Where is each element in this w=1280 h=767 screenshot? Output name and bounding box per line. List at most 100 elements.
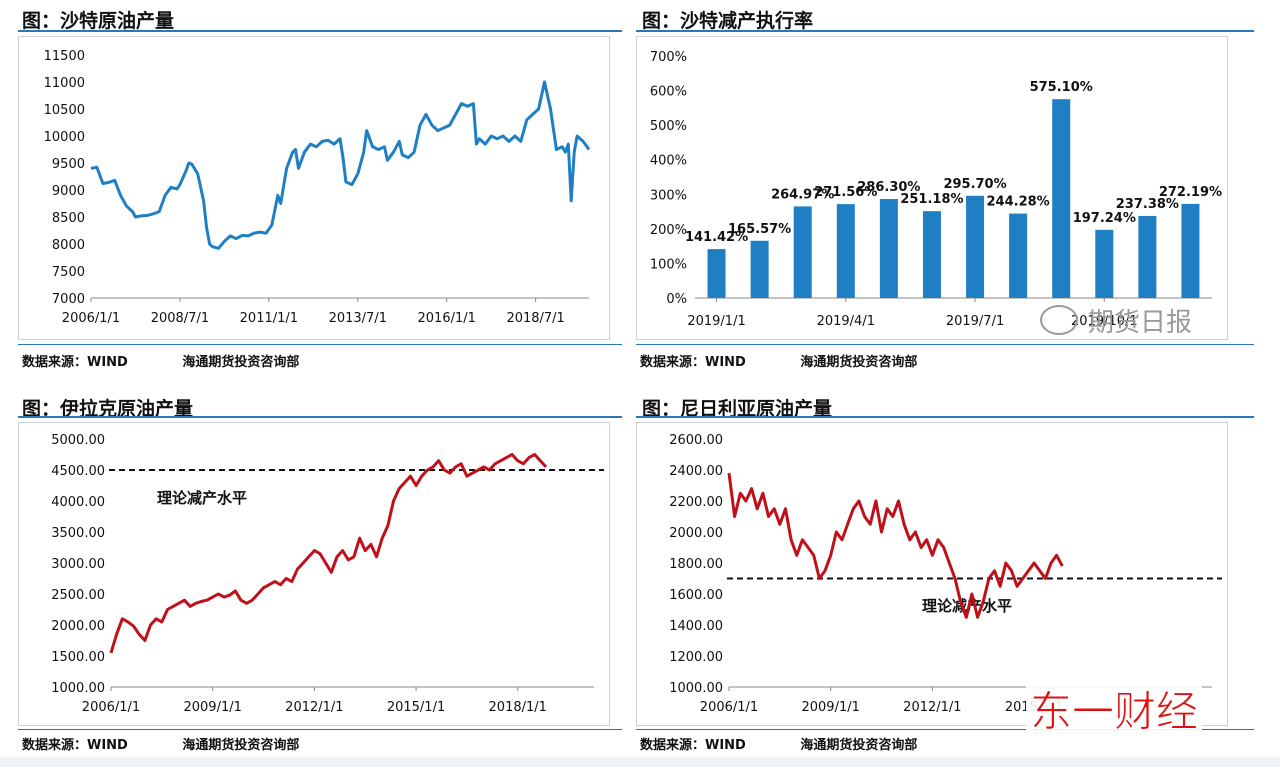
y-tick-label: 600% — [650, 85, 687, 100]
y-tick-label: 2000.00 — [51, 619, 105, 634]
nigeria-production-source-rule — [636, 729, 1254, 730]
y-tick-label: 2400.00 — [669, 464, 723, 479]
x-tick-label: 2019/10/1 — [1071, 314, 1138, 329]
bar-value-label: 286.30% — [857, 180, 920, 195]
footer-bar — [0, 757, 1280, 767]
y-tick-label: 1000.00 — [669, 681, 723, 696]
reference-label: 理论减产水平 — [922, 597, 1012, 615]
x-tick-label: 2016/1/1 — [418, 311, 476, 326]
nigeria-production-chart: 1000.00 1200.00 1400.00 1600.00 1800.00 2000.… — [669, 433, 1222, 715]
bar — [750, 240, 769, 298]
nigeria-production-title: 图：尼日利亚原油产量 — [642, 398, 833, 420]
y-tick-label: 1800.00 — [669, 557, 723, 572]
wechat-icon — [1040, 305, 1078, 335]
y-tick-label: 1000.00 — [51, 681, 105, 696]
saudi-production-chart-frame: 7000 7500 8000 8500 9000 9500 10000 10500 11000 1… — [18, 36, 610, 340]
saudi-execution-title: 图：沙特减产执行率 — [642, 10, 814, 32]
x-tick-label: 2019/7/1 — [946, 314, 1004, 329]
x-tick-label: 2015/1/1 — [387, 700, 445, 715]
x-tick-label: 2013/7/1 — [329, 311, 387, 326]
y-tick-label: 1200.00 — [669, 650, 723, 665]
bar-value-label: 197.24% — [1073, 211, 1136, 226]
x-tick-label: 2011/1/1 — [240, 311, 298, 326]
x-tick-label: 2009/1/1 — [183, 700, 241, 715]
y-tick-label: 7000 — [52, 292, 85, 307]
y-tick-label: 8500 — [52, 211, 85, 226]
y-tick-label: 2500.00 — [51, 588, 105, 603]
x-tick-label: 2009/1/1 — [801, 700, 859, 715]
y-tick-label: 1400.00 — [669, 619, 723, 634]
bar-value-label: 575.10% — [1030, 80, 1093, 95]
bar-value-label: 264.97% — [771, 187, 834, 202]
y-tick-label: 9500 — [52, 157, 85, 172]
bar-value-label: 244.28% — [987, 195, 1050, 210]
iraq-production-title-rule — [18, 416, 622, 418]
bar-value-label: 295.70% — [943, 177, 1006, 192]
bar — [879, 199, 898, 298]
series-line — [90, 80, 591, 250]
y-tick-label: 0% — [666, 292, 687, 307]
saudi-execution-title-rule — [636, 30, 1254, 32]
series-line — [109, 453, 548, 654]
y-tick-label: 2000.00 — [669, 526, 723, 541]
saudi-execution-source: 数据来源：WIND 海通期货投资咨询部 — [640, 351, 917, 370]
y-tick-label: 10500 — [44, 103, 85, 118]
saudi-production-source: 数据来源：WIND 海通期货投资咨询部 — [22, 351, 299, 370]
watermark-text: 期货日报 — [1088, 308, 1193, 338]
x-tick-label: 2006/1/1 — [82, 700, 140, 715]
y-tick-label: 3500.00 — [51, 526, 105, 541]
x-tick-label: 2018/1/1 — [489, 700, 547, 715]
source-label: 数据来源：WIND — [22, 738, 128, 753]
y-tick-label: 11500 — [44, 49, 85, 64]
y-tick-label: 300% — [650, 188, 687, 203]
bar-value-label: 165.57% — [728, 222, 791, 237]
source-org: 海通期货投资咨询部 — [800, 738, 918, 753]
x-tick-label: 2006/1/1 — [700, 700, 758, 715]
nigeria-production-title-rule — [636, 416, 1254, 418]
iraq-production-chart: 1000.00 1500.00 2000.00 2500.00 3000.00 3500.… — [51, 433, 604, 715]
y-tick-label: 10000 — [44, 130, 85, 145]
bar — [1095, 229, 1114, 298]
y-tick-label: 1500.00 — [51, 650, 105, 665]
bar-value-label: 271.56% — [814, 185, 877, 200]
bar — [793, 206, 812, 298]
y-tick-label: 1600.00 — [669, 588, 723, 603]
y-tick-label: 4500.00 — [51, 464, 105, 479]
y-tick-label: 2600.00 — [669, 433, 723, 448]
x-tick-label: 2008/7/1 — [151, 311, 209, 326]
bar — [836, 204, 855, 298]
nigeria-production-source: 数据来源：WIND 海通期货投资咨询部 — [640, 734, 917, 753]
y-tick-label: 400% — [650, 154, 687, 169]
y-tick-label: 4000.00 — [51, 495, 105, 510]
x-tick-label: 2012/1/1 — [285, 700, 343, 715]
saudi-production-source-rule — [18, 344, 622, 345]
bar-value-label: 237.38% — [1116, 197, 1179, 212]
y-tick-label: 5000.00 — [51, 433, 105, 448]
brand-watermark: 东一财经 — [1026, 678, 1203, 739]
y-tick-label: 500% — [650, 119, 687, 134]
iraq-production-source: 数据来源：WIND 海通期货投资咨询部 — [22, 734, 299, 753]
y-tick-label: 700% — [650, 50, 687, 65]
saudi-production-title-rule — [18, 30, 622, 32]
reference-label: 理论减产水平 — [157, 489, 247, 507]
x-tick-label: 2012/1/1 — [903, 700, 961, 715]
source-label: 数据来源：WIND — [640, 355, 746, 370]
bar-value-label: 272.19% — [1159, 185, 1222, 200]
bar-value-label: 141.42% — [685, 230, 748, 245]
x-tick-label: 2018/7/1 — [506, 311, 564, 326]
iraq-production-source-rule — [18, 729, 622, 730]
x-tick-label: 2019/4/1 — [817, 314, 875, 329]
saudi-execution-chart: 0% 100% 200% 300% 400% 500% 600% 700% 141.42%165… — [650, 50, 1222, 329]
y-tick-label: 3000.00 — [51, 557, 105, 572]
y-tick-label: 2200.00 — [669, 495, 723, 510]
source-label: 数据来源：WIND — [640, 738, 746, 753]
y-tick-label: 7500 — [52, 265, 85, 280]
saudi-execution-chart-frame: 0% 100% 200% 300% 400% 500% 600% 700% 141.42% 165… — [636, 36, 1228, 340]
bar — [922, 211, 941, 298]
source-org: 海通期货投资咨询部 — [800, 355, 918, 370]
bar — [1138, 215, 1157, 298]
source-org: 海通期货投资咨询部 — [182, 738, 300, 753]
bar — [707, 249, 726, 298]
saudi-production-title: 图：沙特原油产量 — [22, 10, 175, 32]
iraq-production-title: 图：伊拉克原油产量 — [22, 398, 194, 420]
